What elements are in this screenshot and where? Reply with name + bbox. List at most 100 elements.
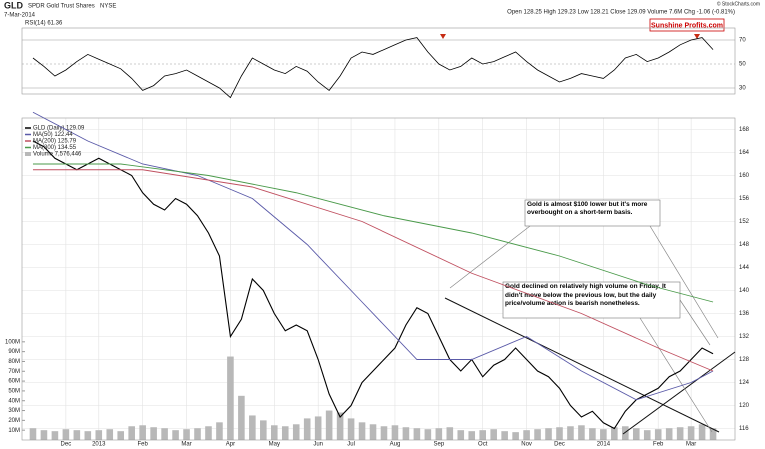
volume-bar: [238, 395, 245, 440]
volume-bar: [402, 427, 410, 440]
x-tick-label: Mar: [181, 442, 191, 448]
volume-bar: [336, 412, 344, 440]
volume-bar: [545, 428, 552, 440]
volume-tick-label: 100M: [5, 339, 20, 345]
legend-label: GLD (Daily) 129.09: [33, 126, 85, 132]
annotation: Gold declined on relatively high volume …: [505, 283, 666, 307]
volume-bar: [106, 429, 114, 440]
y-tick-label: 144: [739, 265, 750, 271]
volume-bar: [643, 430, 651, 440]
volume-bar: [523, 430, 530, 440]
callout-line: [449, 225, 719, 433]
volume-bar: [457, 430, 465, 440]
volume-tick-label: 20M: [8, 418, 20, 424]
legend-label: MA(300) 134.55: [33, 145, 77, 151]
volume-bar: [303, 418, 311, 440]
volume-bar: [556, 427, 563, 440]
y-tick-label: 164: [739, 150, 750, 156]
rsi-tick-label: 50: [739, 62, 746, 68]
x-tick-label: Feb: [137, 442, 148, 448]
x-tick-label: Jul: [347, 442, 355, 448]
volume-bar: [84, 431, 92, 440]
y-tick-label: 132: [739, 334, 750, 340]
trend-line: [444, 297, 720, 433]
rsi-tick-label: 30: [739, 86, 746, 92]
brand: Sunshine Profits.com: [651, 22, 723, 29]
volume-bar: [281, 426, 289, 440]
exchange: NYSE: [100, 4, 116, 10]
volume-bar: [128, 426, 135, 440]
volume-bar: [709, 428, 717, 440]
y-tick-label: 160: [739, 173, 750, 179]
volume-bar: [216, 422, 223, 440]
volume-bar: [260, 420, 267, 440]
volume-bar: [205, 426, 212, 440]
legend-label: Volume 7,576,446: [33, 152, 82, 158]
volume-bar: [369, 424, 377, 440]
x-tick-label: Nov: [521, 442, 532, 448]
volume-bar: [183, 429, 190, 440]
volume-tick-label: 50M: [8, 388, 20, 394]
volume-bar: [446, 427, 454, 440]
volume-bar: [40, 430, 48, 440]
volume-bar: [380, 426, 388, 440]
x-tick-label: Dec: [554, 442, 565, 448]
credit: © StockCharts.com: [717, 0, 760, 7]
volume-bar: [611, 427, 618, 440]
moving-average: [32, 169, 714, 372]
volume-bar: [347, 418, 355, 440]
volume-bar: [600, 429, 607, 440]
x-tick-label: Feb: [653, 442, 664, 448]
volume-bar: [73, 430, 81, 440]
y-tick-label: 140: [739, 288, 750, 294]
volume-tick-label: 70M: [8, 369, 20, 375]
y-tick-label: 156: [739, 196, 750, 202]
x-tick-label: Jun: [313, 442, 323, 448]
volume-bar: [62, 429, 70, 440]
volume-tick-label: 40M: [8, 398, 20, 404]
legend-label: MA(200) 125.79: [33, 139, 77, 145]
annotation: Gold is almost $100 lower but it's more …: [527, 201, 647, 216]
x-tick-label: 2013: [92, 442, 106, 448]
rsi-tick-label: 70: [739, 38, 746, 44]
y-tick-label: 124: [739, 380, 750, 386]
volume-bar: [271, 425, 278, 440]
rsi-legend: RSI(14) 61.36: [25, 21, 63, 27]
quote: Open 128.25 High 129.23 Low 128.21 Close…: [507, 10, 735, 16]
volume-bar: [578, 425, 585, 440]
x-tick-label: Dec: [61, 442, 72, 448]
volume-bar: [687, 426, 695, 440]
volume-bar: [29, 428, 37, 440]
ticker: GLD: [4, 0, 23, 10]
volume-bar: [435, 428, 443, 440]
rsi-frame: [21, 27, 736, 95]
price-line: [32, 140, 714, 430]
y-tick-label: 168: [739, 127, 750, 133]
annotation-text: Gold declined on relatively high volume …: [505, 283, 666, 307]
volume-bar: [479, 430, 486, 440]
volume-tick-label: 90M: [8, 349, 20, 355]
x-tick-label: Aug: [390, 442, 401, 448]
volume-bar: [172, 430, 179, 440]
volume-bar: [501, 431, 508, 440]
volume-tick-label: 30M: [8, 408, 20, 414]
volume-bar: [194, 428, 201, 440]
date: 7-Mar-2014: [4, 13, 36, 19]
volume-tick-label: 60M: [8, 379, 20, 385]
volume-bar: [490, 429, 497, 440]
volume-bar: [622, 426, 629, 440]
y-tick-label: 128: [739, 357, 750, 363]
subtitle: SPDR Gold Trust Shares: [28, 4, 95, 10]
volume-bar: [567, 426, 574, 440]
x-tick-label: Oct: [478, 442, 488, 448]
y-tick-label: 120: [739, 403, 750, 409]
volume-bar: [468, 431, 476, 440]
volume-bar: [512, 432, 519, 440]
volume-tick-label: 80M: [8, 359, 20, 365]
volume-bar: [249, 415, 256, 440]
volume-bar: [227, 356, 234, 440]
volume-bar: [325, 410, 333, 440]
x-tick-label: May: [269, 442, 280, 448]
volume-bar: [358, 422, 366, 440]
